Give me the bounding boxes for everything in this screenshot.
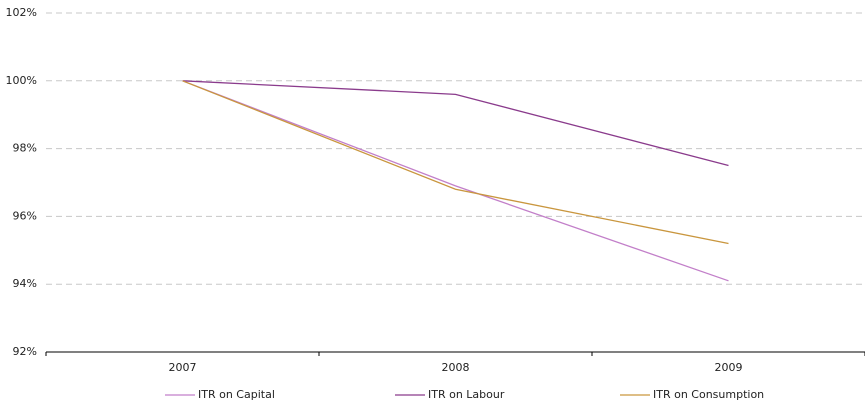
legend-label: ITR on Labour	[428, 388, 505, 401]
legend-label: ITR on Consumption	[653, 388, 764, 401]
y-tick-label: 94%	[13, 277, 37, 290]
y-tick-label: 100%	[6, 74, 37, 87]
series-line	[182, 80, 729, 245]
x-tick-label: 2009	[715, 361, 743, 374]
x-tick-label: 2007	[169, 361, 197, 374]
y-tick-label: 92%	[13, 345, 37, 358]
y-tick-label: 102%	[6, 6, 37, 19]
y-tick-label: 98%	[13, 142, 37, 155]
series-line	[182, 80, 729, 282]
legend-label: ITR on Capital	[198, 388, 275, 401]
y-tick-label: 96%	[13, 209, 37, 222]
x-tick-label: 2008	[442, 361, 470, 374]
series-line	[182, 80, 729, 167]
